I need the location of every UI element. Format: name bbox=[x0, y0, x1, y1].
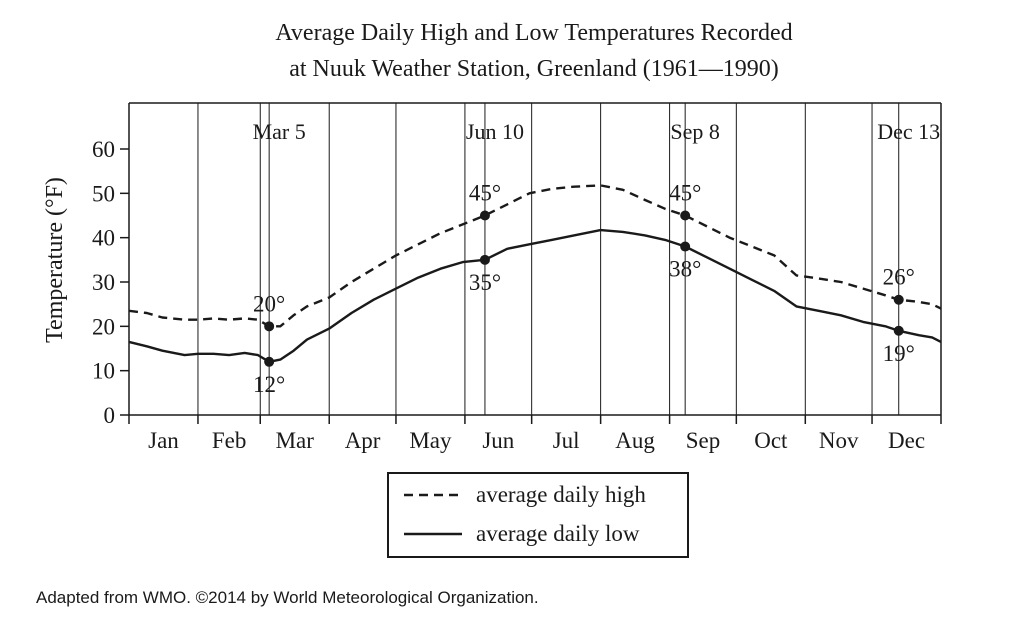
highlight-point bbox=[264, 321, 275, 332]
y-tick-label: 60 bbox=[92, 137, 115, 162]
point-label: 45° bbox=[469, 181, 501, 206]
x-tick-label: Oct bbox=[754, 428, 788, 453]
x-tick-label: Apr bbox=[345, 428, 381, 453]
high-temperature-line bbox=[128, 184, 942, 328]
highlight-point bbox=[893, 294, 904, 305]
y-tick-label: 50 bbox=[92, 181, 115, 206]
y-tick-label: 0 bbox=[104, 403, 116, 428]
y-tick-label: 10 bbox=[92, 359, 115, 384]
x-tick-label: Jun bbox=[482, 428, 514, 453]
legend: average daily high average daily low bbox=[387, 472, 689, 558]
x-tick-label: Nov bbox=[819, 428, 859, 453]
point-label: 20° bbox=[253, 291, 285, 316]
marked-date-label: Jun 10 bbox=[466, 119, 524, 144]
source-note: Adapted from WMO. ©2014 by World Meteoro… bbox=[36, 588, 539, 607]
low-temperature-line bbox=[128, 228, 942, 363]
y-tick-label: 30 bbox=[92, 270, 115, 295]
point-label: 38° bbox=[669, 257, 701, 282]
y-tick-label: 40 bbox=[92, 226, 115, 251]
highlight-point bbox=[680, 210, 691, 221]
x-tick-label: Dec bbox=[888, 428, 925, 453]
highlight-point bbox=[264, 356, 275, 367]
x-tick-label: Feb bbox=[212, 428, 247, 453]
point-label: 35° bbox=[469, 270, 501, 295]
y-axis-label: Temperature (°F) bbox=[42, 177, 68, 343]
marked-date-label: Sep 8 bbox=[670, 119, 720, 144]
legend-high-label: average daily high bbox=[476, 482, 646, 507]
x-tick-label: Sep bbox=[686, 428, 721, 453]
x-tick-label: May bbox=[409, 428, 452, 453]
legend-low-label: average daily low bbox=[476, 521, 640, 546]
highlight-point bbox=[893, 325, 904, 336]
chart-title-line1: Average Daily High and Low Temperatures … bbox=[275, 20, 792, 46]
point-label: 26° bbox=[883, 265, 915, 290]
legend-box bbox=[387, 472, 689, 558]
marked-date-label: Dec 13 bbox=[877, 119, 940, 144]
x-tick-label: Jan bbox=[148, 428, 179, 453]
highlight-point bbox=[479, 254, 490, 265]
plot-area: Jan Feb Mar Apr May Jun Jul Aug Sep Oct Nov Dec 0 10 2… bbox=[92, 102, 942, 453]
y-tick-label: 20 bbox=[92, 314, 115, 339]
point-label: 12° bbox=[253, 372, 285, 397]
x-tick-label: Aug bbox=[615, 428, 655, 453]
point-label: 45° bbox=[669, 181, 701, 206]
x-tick-label: Jul bbox=[553, 428, 580, 453]
point-label: 19° bbox=[883, 341, 915, 366]
highlight-point bbox=[479, 210, 490, 221]
x-tick-label: Mar bbox=[276, 428, 315, 453]
chart-title-line2: at Nuuk Weather Station, Greenland (1961… bbox=[289, 56, 779, 82]
marked-date-label: Mar 5 bbox=[253, 119, 306, 144]
highlight-point bbox=[680, 241, 691, 252]
